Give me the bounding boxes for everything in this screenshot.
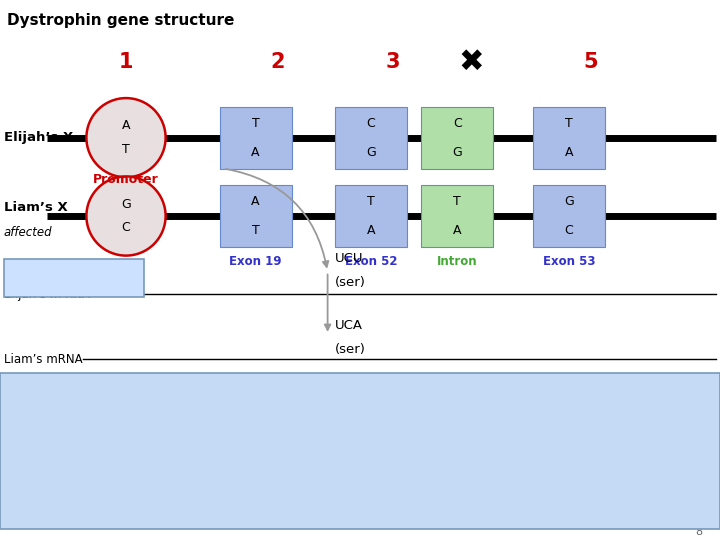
Text: G: G [121,198,131,211]
FancyBboxPatch shape [220,106,292,168]
Text: G: G [452,146,462,159]
Text: C: C [122,221,130,234]
Text: A: A [251,146,260,159]
Text: (ser): (ser) [335,276,366,289]
Text: T: T [565,117,572,130]
FancyBboxPatch shape [335,185,407,247]
Text: A: A [122,119,130,132]
Text: A: A [251,195,260,208]
FancyBboxPatch shape [421,185,493,247]
Text: This type of substitution (a silent mutation) results in the: This type of substitution (a silent muta… [42,402,678,422]
FancyBboxPatch shape [533,106,605,168]
Text: C: C [564,224,573,237]
Text: G: G [564,195,574,208]
FancyArrowPatch shape [325,274,330,330]
Text: T: T [454,195,461,208]
Text: Liam’s mRNA: Liam’s mRNA [4,353,82,366]
Text: A: A [564,146,573,159]
FancyBboxPatch shape [335,106,407,168]
Text: 2: 2 [270,52,284,72]
Text: Intron: Intron [437,255,477,268]
FancyBboxPatch shape [220,185,292,247]
Text: other mutations are more challenging to predict…: other mutations are more challenging to … [84,480,636,500]
Text: 1: 1 [119,52,133,72]
Text: (ser): (ser) [335,343,366,356]
Text: affected: affected [4,226,53,239]
Text: Exon 19: Exon 19 [230,255,282,268]
FancyBboxPatch shape [0,373,720,529]
FancyBboxPatch shape [533,185,605,247]
Text: Elijah’s X: Elijah’s X [4,131,73,144]
Text: C: C [453,117,462,130]
Text: G: G [366,146,376,159]
Text: Promoter: Promoter [93,173,159,186]
Text: Exon 53: Exon 53 [543,255,595,268]
FancyBboxPatch shape [4,259,144,297]
Text: A: A [453,224,462,237]
Text: Dystrophin gene structure: Dystrophin gene structure [7,14,235,29]
Text: same amino acid, and therefore protein.  The results from: same amino acid, and therefore protein. … [40,441,680,461]
Text: T: T [252,117,259,130]
Text: C: C [366,117,375,130]
FancyBboxPatch shape [421,106,493,168]
Text: T: T [367,195,374,208]
Text: A: A [366,224,375,237]
Text: UCU: UCU [335,252,364,265]
Ellipse shape [86,98,166,177]
Text: 5: 5 [583,52,598,72]
Text: 8: 8 [695,527,702,537]
Text: T: T [122,143,130,156]
Text: T: T [252,224,259,237]
Text: Elijah’s m RNA: Elijah’s m RNA [4,288,89,301]
Ellipse shape [86,177,166,255]
Text: Difference #2:: Difference #2: [17,271,130,285]
FancyArrowPatch shape [226,169,328,267]
Text: Liam’s X: Liam’s X [4,201,68,214]
Text: ✖: ✖ [459,48,485,77]
Text: 3: 3 [385,52,400,72]
Text: UCA: UCA [335,319,363,332]
Text: Exon 52: Exon 52 [345,255,397,268]
